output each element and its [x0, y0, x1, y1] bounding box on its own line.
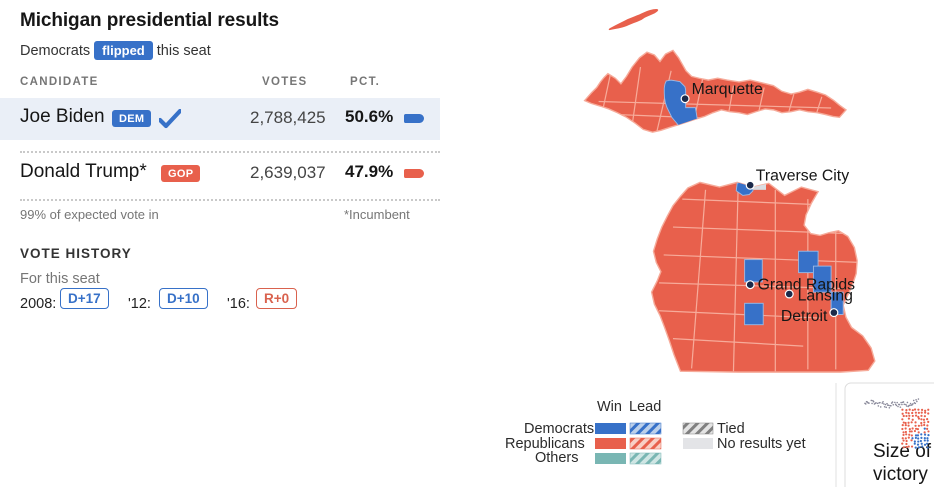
svg-text:No results yet: No results yet — [717, 436, 806, 452]
svg-text:Lead: Lead — [629, 399, 661, 415]
svg-text:Size of: Size of — [873, 441, 932, 462]
svg-text:Democrats: Democrats — [524, 421, 594, 437]
svg-text:Others: Others — [535, 450, 579, 466]
svg-text:Tied: Tied — [717, 421, 745, 437]
svg-text:Marquette: Marquette — [692, 81, 763, 98]
svg-text:Lansing: Lansing — [798, 288, 853, 305]
svg-text:victory: victory — [873, 464, 928, 485]
svg-text:Win: Win — [597, 399, 622, 415]
svg-text:Traverse City: Traverse City — [756, 168, 849, 185]
svg-text:Republicans: Republicans — [505, 436, 585, 452]
svg-text:Detroit: Detroit — [781, 308, 828, 325]
